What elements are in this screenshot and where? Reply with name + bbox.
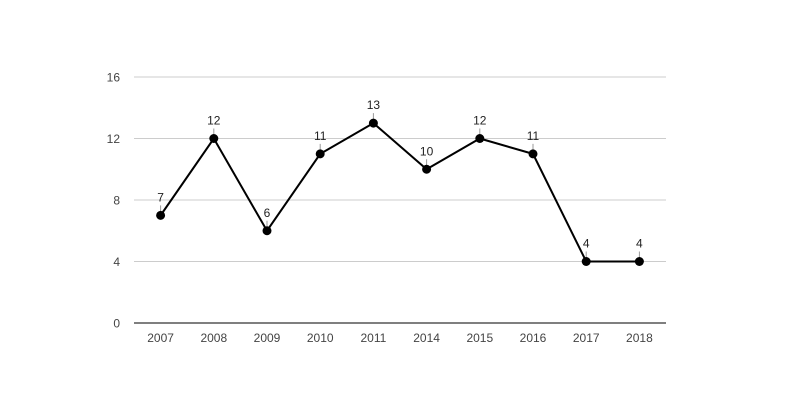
- x-axis-tick-labels: 2007 2008 2009 2010 2011 2014 2015 2016 2017 2018: [147, 331, 653, 345]
- data-label: 4: [636, 237, 643, 251]
- x-tick-label: 2015: [466, 331, 493, 345]
- y-tick-label: 12: [107, 132, 121, 146]
- y-tick-label: 4: [113, 255, 120, 269]
- gridlines: [134, 76, 666, 262]
- y-tick-label: 16: [107, 71, 121, 85]
- data-label: 12: [473, 114, 487, 128]
- data-label: 13: [367, 98, 381, 112]
- x-tick-label: 2011: [360, 331, 386, 345]
- y-tick-label: 8: [113, 194, 120, 208]
- data-label: 11: [527, 129, 540, 143]
- data-label: 12: [207, 114, 221, 128]
- data-point: [368, 118, 378, 128]
- y-tick-label: 0: [113, 317, 120, 331]
- x-tick-label: 2016: [520, 331, 547, 345]
- x-tick-label: 2010: [307, 331, 334, 345]
- y-axis-tick-labels: 0 4 8 12 16: [107, 71, 121, 331]
- data-point: [209, 134, 219, 143]
- x-tick-label: 2007: [147, 331, 174, 345]
- x-tick-label: 2014: [413, 331, 440, 345]
- series-line-path: [159, 121, 640, 263]
- x-tick-label: 2008: [200, 331, 227, 345]
- data-label: 4: [583, 237, 590, 251]
- data-point: [422, 164, 432, 174]
- data-point: [634, 257, 644, 266]
- data-points: [156, 118, 644, 266]
- data-label-leaders: [160, 113, 640, 262]
- x-tick-label: 2017: [573, 331, 600, 345]
- data-point: [315, 149, 325, 159]
- series-line: [159, 121, 640, 263]
- x-tick-label: 2018: [626, 331, 653, 345]
- data-labels: 7 12 6 11 13 10 12 11 4 4: [157, 98, 643, 250]
- data-point: [156, 210, 166, 220]
- data-label: 6: [264, 206, 271, 220]
- data-label: 7: [157, 190, 164, 204]
- data-label: 10: [420, 144, 434, 158]
- data-label: 11: [314, 129, 327, 143]
- data-point: [528, 149, 538, 159]
- data-point: [262, 226, 272, 236]
- data-point: [475, 134, 485, 143]
- data-point: [581, 257, 591, 266]
- x-tick-label: 2009: [254, 331, 281, 345]
